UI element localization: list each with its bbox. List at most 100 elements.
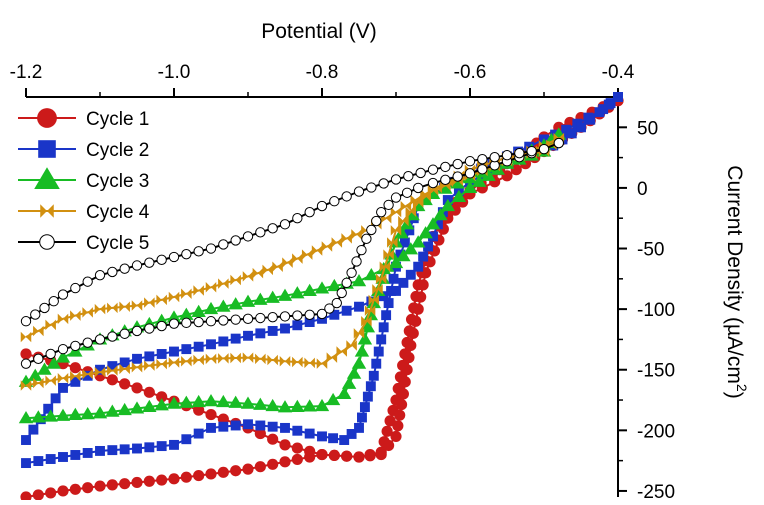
data-point bbox=[292, 356, 303, 368]
data-point bbox=[95, 445, 105, 456]
x-axis-title: Potential (V) bbox=[261, 20, 377, 43]
bowtie-left bbox=[390, 225, 396, 236]
data-point bbox=[131, 260, 143, 271]
data-point bbox=[37, 362, 52, 375]
data-point bbox=[279, 355, 291, 367]
bowtie-left bbox=[119, 301, 125, 312]
data-point bbox=[31, 410, 46, 423]
data-point bbox=[452, 158, 463, 170]
data-point bbox=[395, 398, 408, 411]
bowtie-right bbox=[326, 241, 333, 252]
bowtie-left bbox=[20, 380, 26, 391]
data-point bbox=[353, 328, 365, 339]
bowtie-right bbox=[447, 176, 454, 188]
bowtie-right bbox=[366, 315, 372, 327]
data-point bbox=[280, 323, 290, 334]
data-point bbox=[403, 352, 415, 364]
data-point bbox=[576, 122, 586, 133]
data-point bbox=[351, 256, 362, 267]
bowtie-right bbox=[297, 253, 303, 264]
data-point bbox=[364, 267, 379, 281]
data-point bbox=[329, 309, 340, 320]
data-point bbox=[364, 305, 376, 316]
data-point bbox=[45, 454, 56, 464]
data-point bbox=[415, 167, 426, 179]
data-point bbox=[376, 206, 387, 218]
data-point bbox=[433, 207, 448, 221]
data-point bbox=[316, 308, 328, 320]
bowtie-left bbox=[383, 249, 389, 260]
data-point bbox=[501, 170, 513, 182]
data-point bbox=[304, 445, 316, 457]
bowtie-right bbox=[87, 307, 93, 318]
bowtie-right bbox=[336, 237, 343, 248]
data-point bbox=[317, 431, 327, 442]
bowtie-left bbox=[181, 355, 187, 367]
bowtie-left bbox=[390, 206, 396, 218]
data-point bbox=[55, 350, 71, 363]
data-point bbox=[105, 404, 120, 417]
data-point bbox=[82, 448, 93, 458]
data-point bbox=[193, 341, 204, 352]
bowtie-left bbox=[40, 204, 47, 218]
data-point bbox=[168, 318, 180, 329]
data-point bbox=[351, 229, 362, 240]
data-point bbox=[20, 380, 32, 391]
data-point bbox=[351, 274, 367, 287]
data-point bbox=[205, 243, 217, 254]
y-axis-title-main: Current Density (µA/cm bbox=[723, 165, 746, 384]
bowtie-left bbox=[292, 253, 298, 264]
bowtie-left bbox=[272, 261, 278, 272]
data-point bbox=[57, 313, 69, 325]
bowtie-right bbox=[410, 206, 417, 217]
bowtie-right bbox=[317, 245, 323, 256]
data-point bbox=[242, 463, 254, 475]
data-point bbox=[331, 237, 343, 248]
bowtie-left bbox=[45, 375, 51, 386]
bowtie-right bbox=[124, 363, 130, 375]
data-point bbox=[131, 300, 143, 311]
data-point bbox=[538, 143, 550, 155]
data-point bbox=[272, 261, 283, 272]
bowtie-left bbox=[387, 237, 393, 248]
data-point bbox=[354, 344, 370, 357]
data-point bbox=[156, 474, 168, 486]
data-point bbox=[193, 428, 204, 439]
data-point bbox=[45, 487, 57, 499]
bowtie-left bbox=[336, 346, 342, 357]
bowtie-left bbox=[57, 313, 63, 325]
data-point bbox=[39, 302, 50, 314]
data-point bbox=[316, 358, 328, 369]
data-point bbox=[169, 346, 179, 357]
data-point bbox=[361, 315, 372, 327]
data-point bbox=[326, 352, 338, 363]
data-point bbox=[290, 286, 305, 299]
data-point bbox=[57, 372, 69, 384]
y-tick-label: -250 bbox=[637, 482, 675, 500]
bowtie-left bbox=[181, 288, 187, 300]
data-point bbox=[553, 137, 564, 149]
data-point bbox=[401, 187, 413, 198]
bowtie-right bbox=[346, 233, 352, 244]
data-point bbox=[387, 237, 398, 248]
data-point bbox=[28, 424, 39, 435]
data-point bbox=[156, 391, 168, 403]
data-point bbox=[129, 401, 145, 414]
bowtie-right bbox=[370, 305, 376, 316]
bowtie-left bbox=[279, 355, 285, 367]
data-point bbox=[277, 288, 293, 301]
data-point bbox=[82, 368, 93, 380]
bowtie-left bbox=[119, 363, 125, 375]
data-point bbox=[254, 427, 266, 440]
bowtie-right bbox=[198, 354, 204, 366]
data-point bbox=[242, 352, 254, 363]
data-point bbox=[68, 407, 83, 421]
bowtie-right bbox=[396, 206, 402, 218]
data-point bbox=[70, 282, 81, 294]
data-point bbox=[106, 374, 118, 386]
legend-item: Cycle 2 bbox=[18, 140, 149, 161]
bowtie-left bbox=[361, 225, 367, 236]
data-point bbox=[206, 422, 216, 433]
data-point bbox=[390, 430, 402, 442]
data-point bbox=[292, 253, 303, 264]
